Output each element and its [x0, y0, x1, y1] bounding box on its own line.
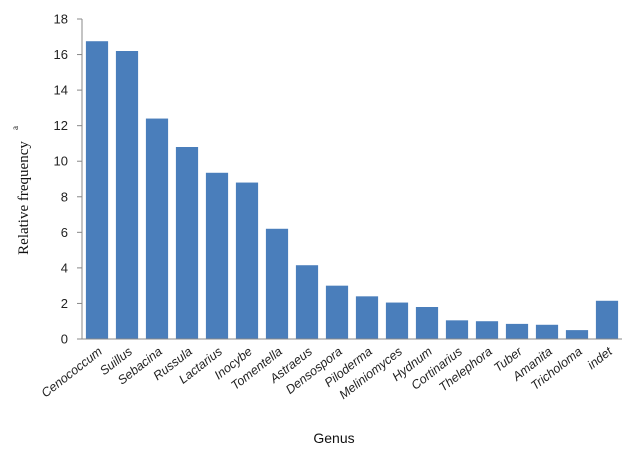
y-tick-label: 18: [54, 12, 68, 27]
bar-astraeus: [295, 265, 319, 339]
x-axis-label: Genus: [313, 430, 354, 446]
bar-tuber: [505, 323, 529, 339]
bar-cenococcum: [85, 41, 109, 339]
bar-thelephora: [475, 321, 499, 339]
bar-piloderma: [355, 296, 379, 339]
bar-inocybe: [235, 182, 259, 339]
bar-sebacina: [145, 118, 169, 339]
y-tick-label: 2: [61, 296, 68, 311]
y-tick-label: 8: [61, 189, 68, 204]
y-axis-title: Relative frequency a: [10, 126, 32, 255]
x-axis: CenococcumSuillusSebacinaRussulaLactariu…: [39, 338, 622, 402]
y-tick-label: 14: [54, 83, 68, 98]
y-tick-label: 16: [54, 47, 68, 62]
bars: [85, 41, 619, 339]
y-axis: 0 2 4 6 8 10 12 14 16 18: [54, 12, 83, 347]
y-tick-label: 12: [54, 118, 68, 133]
bar-lactarius: [205, 172, 229, 339]
bar-hydnum: [415, 307, 439, 339]
y-tick-label: 6: [61, 225, 68, 240]
x-tick-label: indet: [585, 344, 615, 372]
y-tick-label: 0: [61, 332, 68, 347]
y-axis-label: Relative frequency: [16, 141, 32, 255]
bar-cortinarius: [445, 320, 469, 339]
y-axis-label-superscript: a: [10, 126, 20, 130]
bar-meliniomyces: [385, 302, 409, 339]
bar-tricholoma: [565, 330, 589, 339]
bar-amanita: [535, 324, 559, 339]
bar-russula: [175, 147, 199, 339]
y-tick-label: 4: [61, 260, 68, 275]
bar-indet: [595, 300, 619, 339]
bar-densospora: [325, 285, 349, 339]
x-tick-label: Cenococcum: [39, 344, 105, 400]
bar-suillus: [115, 51, 139, 339]
bar-tomentella: [265, 228, 289, 339]
y-tick-label: 10: [54, 154, 68, 169]
